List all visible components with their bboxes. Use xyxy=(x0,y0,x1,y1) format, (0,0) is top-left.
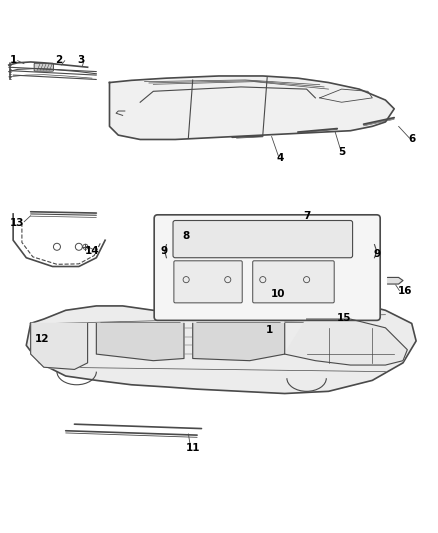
Text: 6: 6 xyxy=(408,134,415,144)
Polygon shape xyxy=(285,319,407,365)
Text: 9: 9 xyxy=(161,246,168,256)
Text: 10: 10 xyxy=(271,289,286,299)
Text: 7: 7 xyxy=(303,211,310,221)
Text: 9: 9 xyxy=(374,249,381,259)
Text: 13: 13 xyxy=(10,217,25,228)
Text: 8: 8 xyxy=(183,231,190,241)
Polygon shape xyxy=(31,324,88,369)
Text: 16: 16 xyxy=(398,286,413,296)
Text: 14: 14 xyxy=(85,246,99,256)
Polygon shape xyxy=(388,278,403,284)
FancyBboxPatch shape xyxy=(253,261,334,303)
Text: 2: 2 xyxy=(56,55,63,65)
FancyBboxPatch shape xyxy=(174,261,242,303)
FancyBboxPatch shape xyxy=(34,63,53,71)
Polygon shape xyxy=(26,297,416,393)
Text: 5: 5 xyxy=(338,147,345,157)
Text: 11: 11 xyxy=(185,443,200,453)
Text: 4: 4 xyxy=(277,153,284,163)
Text: 1: 1 xyxy=(10,55,17,65)
FancyBboxPatch shape xyxy=(154,215,380,320)
Polygon shape xyxy=(96,324,184,361)
Polygon shape xyxy=(193,324,285,361)
FancyBboxPatch shape xyxy=(173,221,353,258)
Text: 1: 1 xyxy=(266,325,273,335)
Text: 3: 3 xyxy=(78,55,85,65)
Text: 15: 15 xyxy=(336,313,351,323)
Polygon shape xyxy=(110,76,394,140)
Text: 12: 12 xyxy=(34,334,49,344)
